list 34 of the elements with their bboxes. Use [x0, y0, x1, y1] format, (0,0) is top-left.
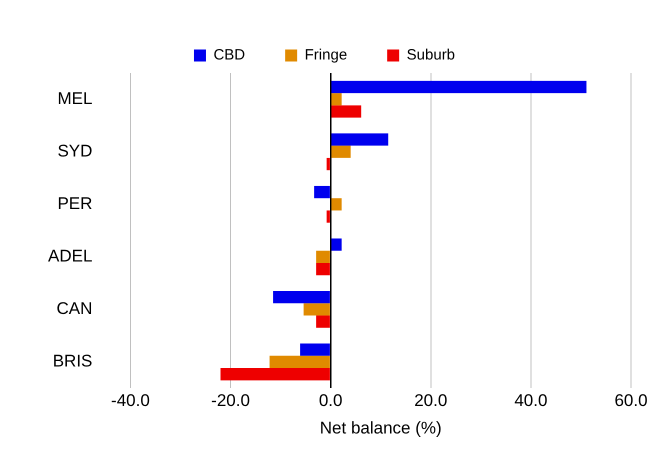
legend-label: Suburb [406, 46, 456, 64]
bar [314, 186, 330, 198]
bar [326, 210, 330, 223]
legend-label: CBD [213, 46, 246, 64]
x-tick-label: 0.0 [318, 391, 342, 410]
bar [331, 105, 362, 118]
x-tick-label: 60.0 [614, 391, 648, 410]
y-tick-label: ADEL [48, 246, 92, 266]
bar [316, 250, 330, 263]
bar [220, 368, 330, 380]
x-tick-label: -40.0 [111, 391, 150, 410]
y-tick-label: PER [57, 194, 92, 214]
bar [331, 80, 586, 94]
bar [316, 262, 330, 276]
y-tick-label: SYD [57, 141, 92, 160]
x-tick-label: 40.0 [514, 391, 548, 410]
x-tick-label: 20.0 [414, 391, 448, 410]
bar [273, 291, 330, 304]
bar [331, 93, 342, 106]
x-tick-label: -20.0 [211, 391, 250, 410]
bar [331, 198, 342, 210]
bar [326, 158, 330, 170]
x-axis-title: Net balance (%) [320, 418, 442, 438]
bar [270, 356, 330, 368]
bar [304, 303, 330, 316]
bar [331, 238, 342, 251]
bar [300, 344, 330, 356]
bar [316, 316, 330, 328]
bar [331, 146, 351, 158]
y-tick-label: CAN [56, 299, 92, 318]
y-tick-label: BRIS [52, 352, 92, 371]
legend-label: Fringe [304, 46, 348, 64]
bar [331, 133, 388, 146]
y-tick-label: MEL [57, 88, 92, 108]
